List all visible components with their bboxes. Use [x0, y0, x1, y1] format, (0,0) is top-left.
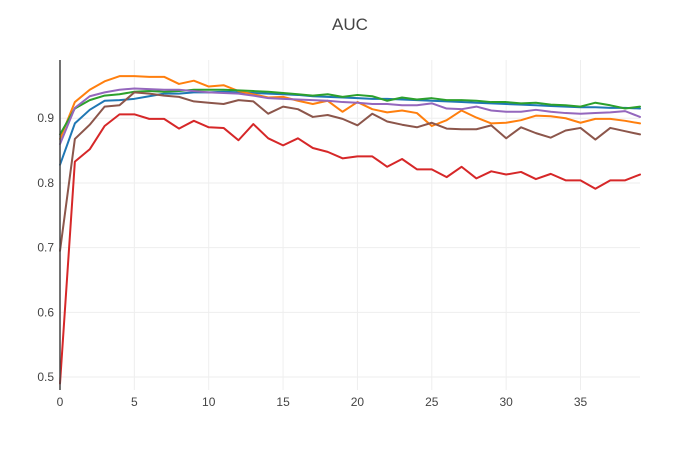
series-line-6 [59, 91, 641, 252]
x-tick-label: 35 [574, 395, 588, 409]
gridlines [60, 60, 640, 390]
y-tick-label: 0.7 [37, 241, 54, 255]
x-tick-label: 25 [425, 395, 439, 409]
y-tick-label: 0.5 [37, 370, 54, 384]
x-tick-label: 20 [351, 395, 365, 409]
chart-title: AUC [332, 15, 368, 34]
x-tick-label: 30 [499, 395, 513, 409]
series-line-3 [59, 88, 641, 136]
y-tick-label: 0.9 [37, 111, 54, 125]
series-line-5 [59, 87, 641, 146]
x-tick-label: 10 [202, 395, 216, 409]
series-line-2 [59, 75, 641, 140]
x-tick-label: 5 [131, 395, 138, 409]
x-tick-label: 0 [57, 395, 64, 409]
y-tick-labels: 0.5 0.6 0.7 0.8 0.9 [37, 111, 54, 384]
y-tick-label: 0.6 [37, 305, 54, 319]
y-tick-label: 0.8 [37, 176, 54, 190]
x-tick-labels: 0 5 10 15 20 25 30 35 [57, 395, 588, 409]
series-layer [59, 75, 641, 385]
series-line-4 [59, 113, 641, 385]
x-tick-label: 15 [276, 395, 290, 409]
